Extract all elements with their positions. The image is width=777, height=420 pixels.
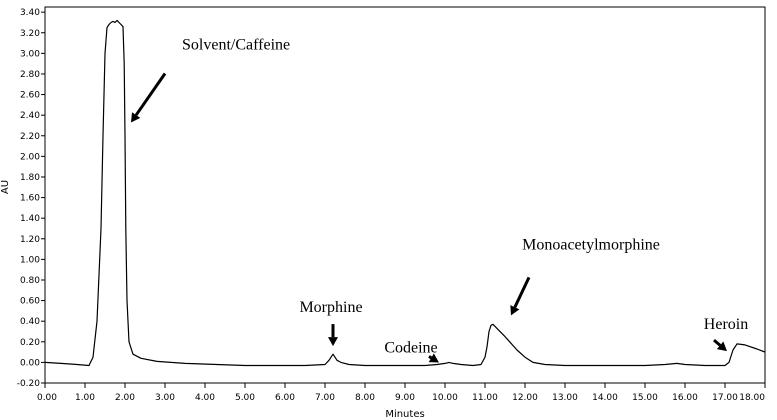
y-tick-label: 1.20	[20, 235, 40, 245]
x-tick-label: 14.00	[592, 393, 618, 403]
y-tick-label: 1.80	[20, 173, 40, 183]
x-tick-label: 13.00	[552, 393, 578, 403]
x-tick-label: 5.00	[235, 393, 255, 403]
annotation-arrowhead	[428, 353, 439, 363]
y-tick-label: 0.60	[20, 297, 40, 307]
y-tick-label: 0.20	[20, 338, 40, 348]
x-tick-label: 2.00	[115, 393, 135, 403]
peak-label: Morphine	[299, 299, 362, 316]
plot-frame	[44, 6, 766, 384]
x-tick-label: 3.00	[155, 393, 175, 403]
y-tick-label: 3.20	[20, 29, 40, 39]
annotation-arrowhead	[716, 341, 727, 352]
y-tick-label: 0.40	[20, 317, 40, 327]
peak-label: Solvent/Caffeine	[182, 36, 290, 53]
y-tick-label: 2.60	[20, 91, 40, 101]
y-tick-label: 3.40	[20, 8, 40, 18]
y-tick-label: 0.80	[20, 276, 40, 286]
y-tick-label: 0.00	[20, 358, 40, 368]
x-tick-label: 9.00	[395, 393, 415, 403]
annotation-arrow	[513, 276, 531, 308]
y-tick-label: 2.40	[20, 111, 40, 121]
x-tick-label: 16.00	[672, 393, 698, 403]
peak-annotations: Solvent/Caffeine Morphine Codeine Monoacety…	[131, 36, 748, 363]
y-axis-label: AU	[0, 180, 11, 194]
y-tick-label: -0.20	[17, 379, 41, 389]
y-tick-label: 1.60	[20, 194, 40, 204]
x-tick-label: 1.00	[75, 393, 95, 403]
y-tick-label: 2.80	[20, 70, 40, 80]
series-line	[44, 19, 766, 367]
x-tick-label: 6.00	[275, 393, 295, 403]
y-tick-label: 1.40	[20, 214, 40, 224]
peak-label: Heroin	[704, 316, 748, 333]
annotation-arrowhead	[131, 112, 141, 123]
y-tick-label: 2.20	[20, 132, 40, 142]
annotation-arrowhead	[328, 337, 338, 347]
annotation-arrowhead	[510, 305, 520, 316]
x-tick-label: 8.00	[355, 393, 375, 403]
x-tick-label: 15.00	[632, 393, 658, 403]
x-tick-label: 11.00	[472, 393, 498, 403]
x-tick-label: 17.00	[712, 393, 738, 403]
x-axis-label: Minutes	[385, 409, 424, 420]
peak-label: Codeine	[384, 339, 437, 356]
annotation-arrow	[134, 72, 167, 116]
peak-label: Monoacetylmorphine	[522, 236, 660, 253]
x-tick-label: 12.00	[512, 393, 538, 403]
x-tick-label: 18.00	[739, 393, 765, 403]
annotation-arrow	[713, 339, 722, 347]
x-tick-label: 4.00	[195, 393, 215, 403]
y-tick-label: 3.00	[20, 49, 40, 59]
annotation-arrow	[428, 355, 433, 360]
x-axis-ticks: 0.00 1.00 2.00 3.00 4.00 5.00 6.00 7.00 8.00 9.00…	[37, 383, 766, 403]
x-tick-label: 10.00	[432, 393, 458, 403]
x-tick-label: 7.00	[315, 393, 335, 403]
y-axis-ticks: -0.20 0.00 0.20 0.40 0.60 0.80 1.00 1.20 1.40 1.6…	[17, 8, 45, 389]
y-tick-label: 1.00	[20, 255, 40, 265]
y-tick-label: 2.00	[20, 152, 40, 162]
x-tick-label: 0.00	[37, 393, 57, 403]
